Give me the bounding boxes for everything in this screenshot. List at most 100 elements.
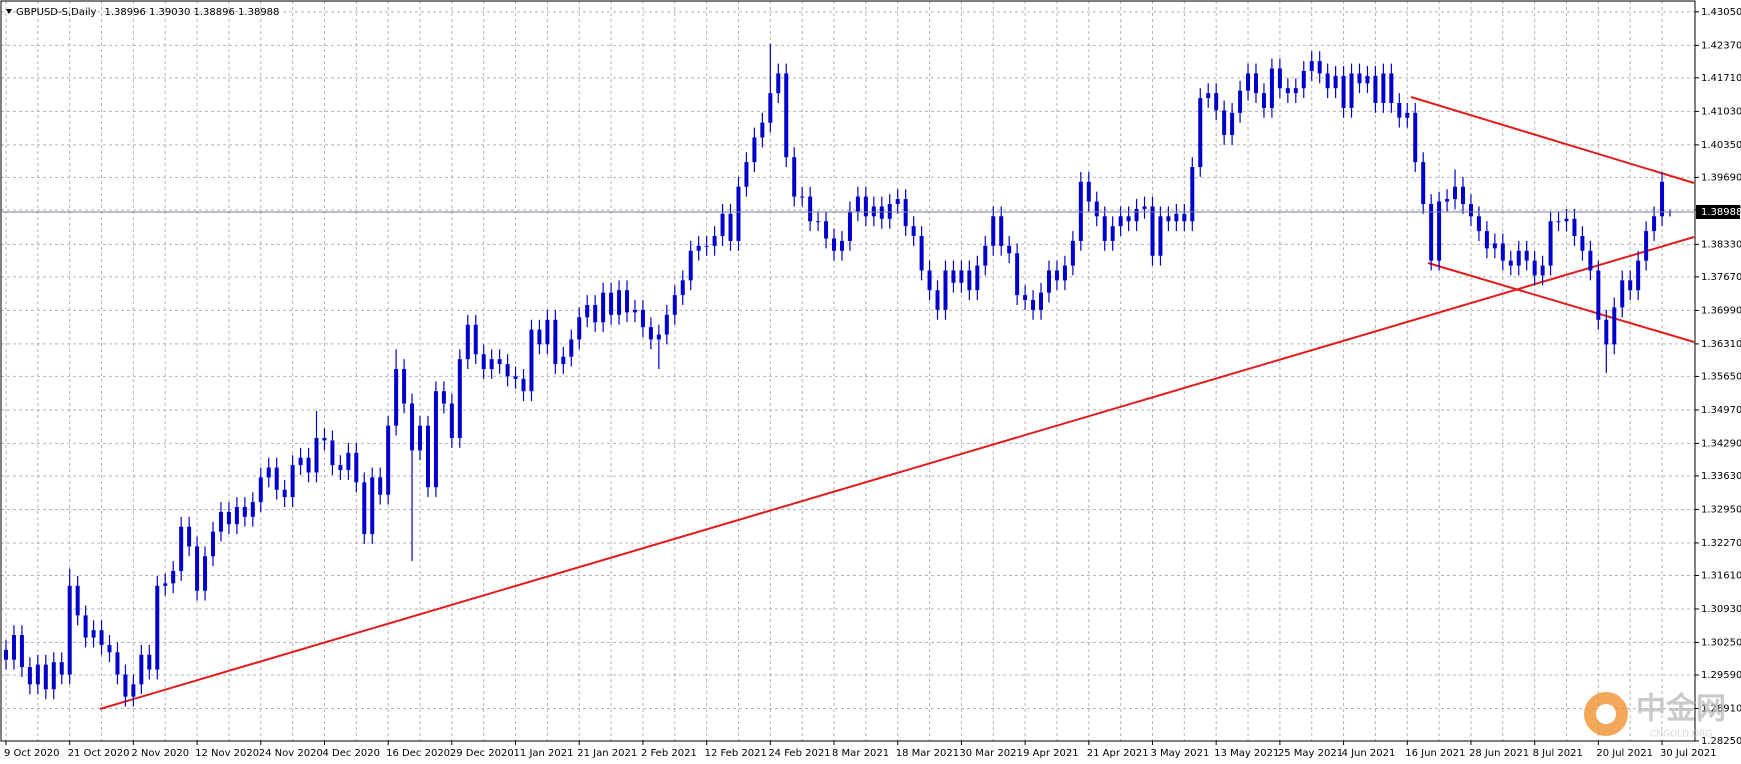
candle-body bbox=[1620, 280, 1625, 308]
candle-body bbox=[1015, 253, 1020, 296]
candle-body bbox=[704, 245, 709, 247]
candle-body bbox=[1023, 295, 1028, 301]
candle-body bbox=[561, 356, 566, 365]
candle-body bbox=[959, 270, 964, 283]
candle-body bbox=[1357, 73, 1362, 84]
candle-body bbox=[1007, 245, 1012, 254]
candle-body bbox=[1453, 186, 1458, 200]
candle-body bbox=[1166, 216, 1171, 222]
candle-body bbox=[322, 438, 327, 441]
candle-body bbox=[1628, 280, 1633, 291]
candle-body bbox=[75, 585, 80, 616]
candle-body bbox=[449, 403, 454, 439]
candle-body bbox=[266, 467, 271, 478]
candle-body bbox=[760, 122, 765, 138]
candle-body bbox=[1660, 181, 1665, 217]
candle-body bbox=[410, 403, 415, 451]
candle-body bbox=[927, 270, 932, 291]
candle-body bbox=[163, 583, 168, 586]
plot-border bbox=[0, 0, 1696, 742]
candle-body bbox=[1039, 292, 1044, 310]
candle-body bbox=[1230, 112, 1235, 136]
candle-body bbox=[497, 359, 502, 365]
candle-body bbox=[1301, 70, 1306, 89]
candle-body bbox=[234, 506, 239, 525]
candle-body bbox=[1031, 300, 1036, 310]
candle-body bbox=[1397, 102, 1402, 118]
candles bbox=[4, 43, 1672, 707]
candle-body bbox=[1277, 68, 1282, 89]
candle-body bbox=[139, 654, 144, 685]
candle-body bbox=[4, 649, 8, 660]
candle-body bbox=[632, 309, 637, 313]
candle-body bbox=[967, 270, 972, 291]
candle-body bbox=[513, 376, 518, 379]
candle-body bbox=[433, 391, 438, 488]
y-tick-label: 1.31610 bbox=[1701, 570, 1741, 581]
candle-body bbox=[489, 359, 494, 370]
candle-body bbox=[752, 137, 757, 163]
candle-body bbox=[1110, 226, 1115, 241]
candle-body bbox=[895, 199, 900, 204]
candle-body bbox=[1484, 231, 1489, 249]
candle-body bbox=[290, 465, 295, 498]
x-tick-label: 12 Feb 2021 bbox=[705, 748, 767, 759]
y-tick-label: 1.28910 bbox=[1701, 703, 1741, 714]
candle-body bbox=[505, 364, 510, 377]
candle-body bbox=[935, 290, 940, 310]
candle-body bbox=[1134, 208, 1139, 222]
candle-body bbox=[1150, 206, 1155, 256]
candle-body bbox=[1540, 265, 1545, 276]
candle-body bbox=[1253, 73, 1258, 94]
candle-body bbox=[672, 295, 677, 315]
candle-body bbox=[1054, 270, 1059, 281]
candle-body bbox=[911, 226, 916, 237]
candle-body bbox=[1349, 73, 1354, 108]
candle-body bbox=[91, 630, 96, 638]
candle-body bbox=[1580, 236, 1585, 251]
candle-body bbox=[863, 196, 868, 217]
candle-body bbox=[1214, 93, 1219, 111]
x-tick-label: 21 Jan 2021 bbox=[577, 748, 637, 759]
candle-body bbox=[1222, 110, 1227, 136]
candle-body bbox=[545, 319, 550, 345]
y-tick-label: 1.34970 bbox=[1701, 405, 1741, 416]
candle-body bbox=[362, 482, 367, 535]
candle-body bbox=[425, 425, 430, 488]
y-tick-label: 1.42370 bbox=[1701, 40, 1741, 51]
y-tick-label: 1.32950 bbox=[1701, 504, 1741, 515]
candle-body bbox=[768, 93, 773, 123]
x-tick-label: 30 Mar 2021 bbox=[959, 748, 1022, 759]
candle-body bbox=[999, 216, 1004, 246]
candle-body bbox=[1333, 75, 1338, 89]
candle-body bbox=[226, 511, 231, 525]
candle-body bbox=[314, 438, 319, 473]
x-tick-label: 21 Apr 2021 bbox=[1087, 748, 1149, 759]
x-tick-label: 8 Jul 2021 bbox=[1533, 748, 1583, 759]
candle-body bbox=[1556, 221, 1561, 223]
candle-body bbox=[155, 585, 160, 670]
candle-body bbox=[19, 635, 24, 668]
candle-body bbox=[1086, 181, 1091, 202]
candle-body bbox=[115, 652, 120, 675]
candle-body bbox=[688, 250, 693, 281]
candle-body bbox=[1492, 243, 1497, 249]
y-tick-label: 1.32270 bbox=[1701, 538, 1741, 549]
watermark-title: 中金网 bbox=[1636, 692, 1726, 727]
candle-body bbox=[712, 236, 717, 246]
candle-body bbox=[370, 477, 375, 535]
x-tick-label: 8 Mar 2021 bbox=[832, 748, 889, 759]
candle-body bbox=[203, 556, 208, 591]
candle-body bbox=[473, 324, 478, 355]
candle-body bbox=[664, 314, 669, 335]
candle-body bbox=[481, 354, 486, 370]
candle-body bbox=[648, 327, 653, 340]
candle-body bbox=[35, 664, 40, 685]
candle-body bbox=[855, 196, 860, 212]
x-tick-label: 16 Dec 2020 bbox=[386, 748, 450, 759]
candle-body bbox=[800, 196, 805, 198]
current-price-box bbox=[1696, 204, 1740, 219]
candle-body bbox=[1094, 201, 1099, 217]
x-tick-label: 9 Oct 2020 bbox=[4, 748, 59, 759]
